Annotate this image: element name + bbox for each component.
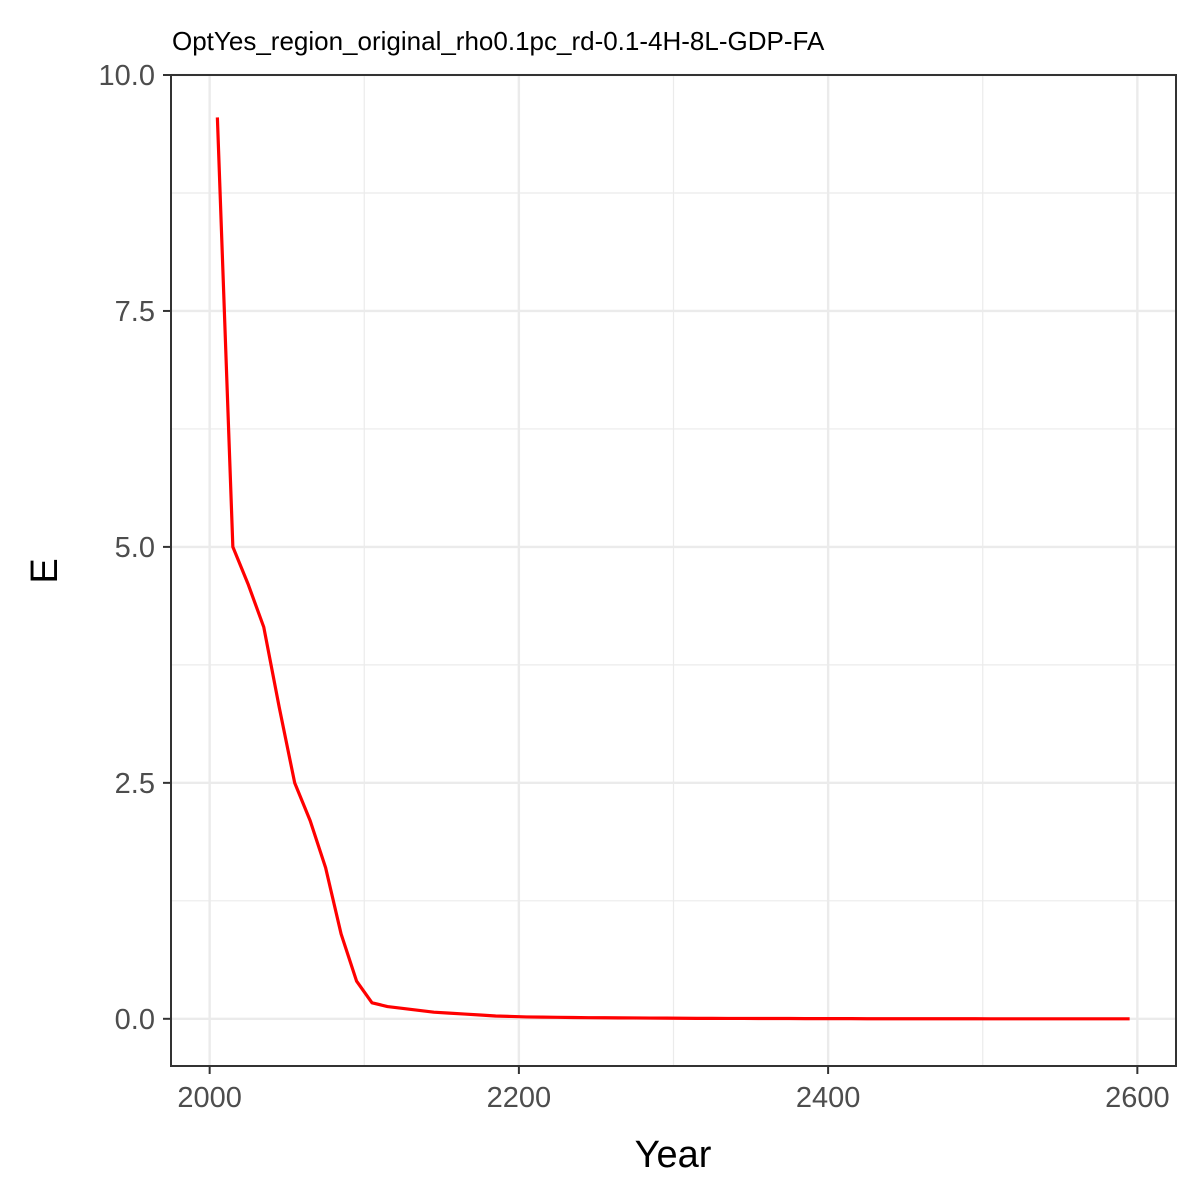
y-tick-label: 7.5 [115, 296, 155, 328]
x-tick-label: 2200 [487, 1082, 552, 1114]
x-tick-label: 2400 [796, 1082, 861, 1114]
y-axis-title: E [24, 558, 66, 583]
y-tick-label: 0.0 [115, 1004, 155, 1036]
x-tick-label: 2000 [177, 1082, 242, 1114]
series-layer [215, 117, 1130, 1021]
y-tick-label: 5.0 [115, 532, 155, 564]
minor-gridlines [171, 75, 1176, 1066]
y-tick-label: 2.5 [115, 768, 155, 800]
y-axis: 0.0 2.5 5.0 7.5 10.0 [99, 60, 171, 1036]
y-tick-label: 10.0 [99, 60, 155, 92]
x-axis-title: Year [635, 1134, 712, 1176]
chart-title: OptYes_region_original_rho0.1pc_rd-0.1-4… [172, 26, 825, 56]
x-tick-label: 2600 [1105, 1082, 1170, 1114]
x-axis: 2000 2200 2400 2600 [177, 1066, 1170, 1114]
series-line [215, 117, 1130, 1021]
plot-border [170, 74, 1177, 1067]
